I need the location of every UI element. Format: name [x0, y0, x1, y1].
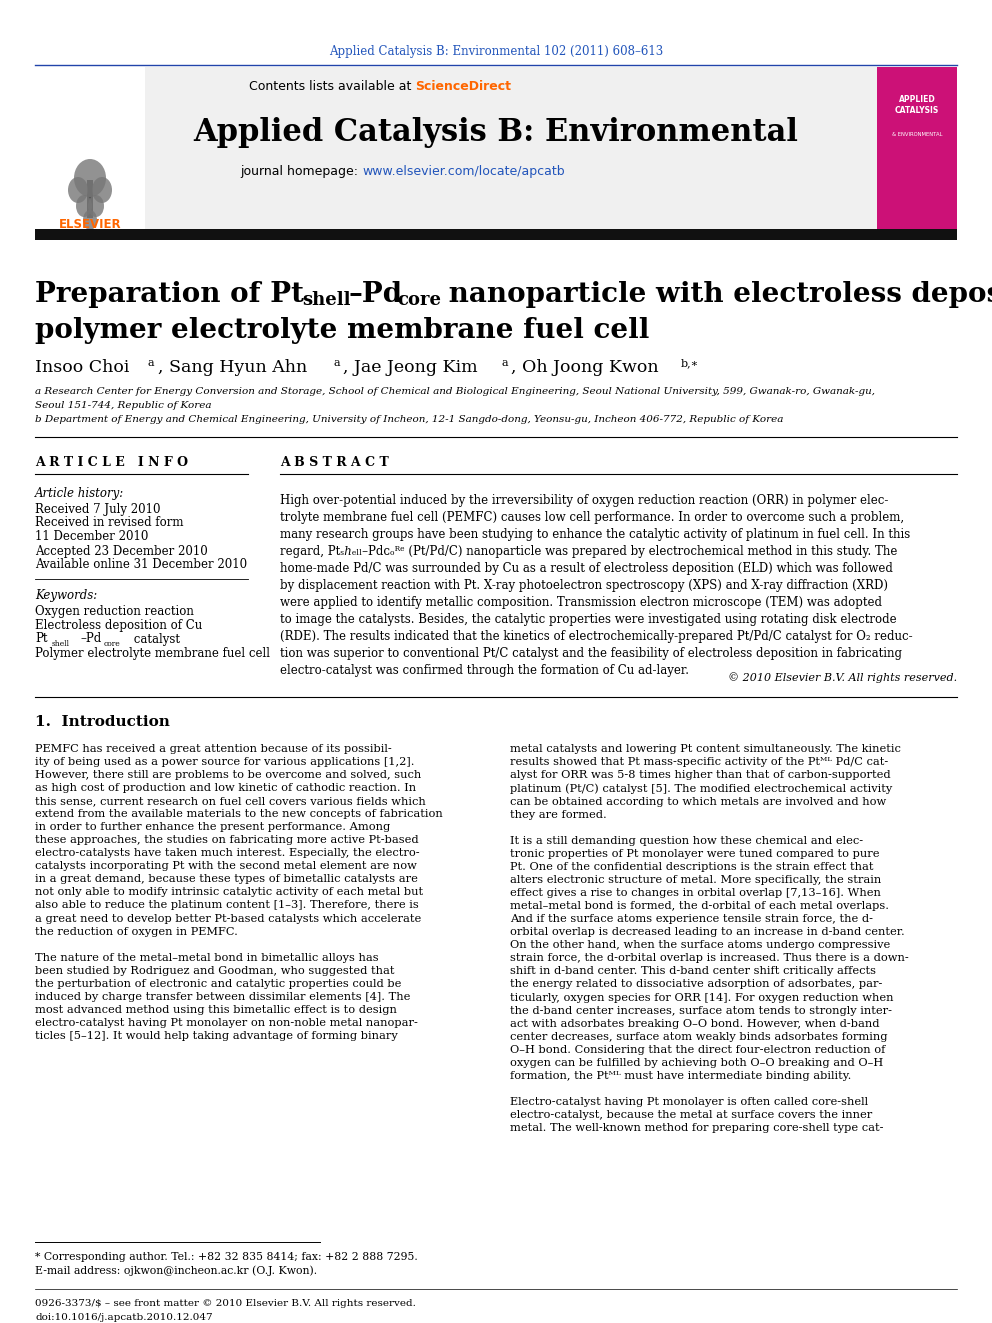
Bar [35, 67, 145, 232]
Text: , Jae Jeong Kim: , Jae Jeong Kim [343, 360, 477, 377]
Text: Polymer electrolyte membrane fuel cell: Polymer electrolyte membrane fuel cell [35, 647, 270, 659]
Text: Seoul 151-744, Republic of Korea: Seoul 151-744, Republic of Korea [35, 401, 211, 410]
Bar [87, 180, 93, 218]
Text: Applied Catalysis B: Environmental 102 (2011) 608–613: Applied Catalysis B: Environmental 102 (… [329, 45, 663, 58]
Text: Received in revised form: Received in revised form [35, 516, 184, 529]
Ellipse shape [92, 177, 112, 202]
Text: b,∗: b,∗ [681, 359, 699, 368]
Text: a: a [501, 359, 508, 368]
Text: Received 7 July 2010: Received 7 July 2010 [35, 503, 161, 516]
Text: Oxygen reduction reaction: Oxygen reduction reaction [35, 605, 193, 618]
Text: journal homepage:: journal homepage: [240, 164, 362, 177]
Text: a: a [148, 359, 155, 368]
Text: E-mail address: ojkwon@incheon.ac.kr (O.J. Kwon).: E-mail address: ojkwon@incheon.ac.kr (O.… [35, 1266, 317, 1277]
Text: 1.  Introduction: 1. Introduction [35, 714, 170, 729]
Text: Preparation of Pt: Preparation of Pt [35, 282, 304, 308]
Text: a Research Center for Energy Conversion and Storage, School of Chemical and Biol: a Research Center for Energy Conversion … [35, 388, 875, 397]
Text: –Pd: –Pd [80, 632, 101, 646]
Text: doi:10.1016/j.apcatb.2010.12.047: doi:10.1016/j.apcatb.2010.12.047 [35, 1312, 212, 1322]
Text: Available online 31 December 2010: Available online 31 December 2010 [35, 558, 247, 572]
Bar [145, 67, 877, 232]
Bar [877, 67, 957, 232]
Text: shell: shell [52, 640, 70, 648]
Text: Contents lists available at: Contents lists available at [249, 81, 415, 94]
Text: ScienceDirect: ScienceDirect [415, 81, 511, 94]
Text: Article history:: Article history: [35, 487, 124, 500]
Text: A R T I C L E   I N F O: A R T I C L E I N F O [35, 456, 188, 470]
Text: metal catalysts and lowering Pt content simultaneously. The kinetic
results show: metal catalysts and lowering Pt content … [510, 744, 909, 1132]
Text: a: a [333, 359, 339, 368]
Text: Accepted 23 December 2010: Accepted 23 December 2010 [35, 545, 207, 557]
Text: Keywords:: Keywords: [35, 590, 97, 602]
Text: Applied Catalysis B: Environmental: Applied Catalysis B: Environmental [193, 118, 799, 148]
Ellipse shape [68, 177, 88, 202]
Text: © 2010 Elsevier B.V. All rights reserved.: © 2010 Elsevier B.V. All rights reserved… [728, 672, 957, 684]
Text: core: core [104, 640, 121, 648]
Text: b Department of Energy and Chemical Engineering, University of Incheon, 12-1 San: b Department of Energy and Chemical Engi… [35, 415, 784, 425]
Text: Insoo Choi: Insoo Choi [35, 360, 129, 377]
Text: High over-potential induced by the irreversibility of oxygen reduction reaction : High over-potential induced by the irrev… [280, 493, 913, 677]
Text: * Corresponding author. Tel.: +82 32 835 8414; fax: +82 2 888 7295.: * Corresponding author. Tel.: +82 32 835… [35, 1252, 418, 1262]
Ellipse shape [83, 210, 97, 230]
Text: 11 December 2010: 11 December 2010 [35, 531, 149, 544]
Ellipse shape [76, 194, 92, 217]
Text: Pt: Pt [35, 632, 48, 646]
Text: ELSEVIER: ELSEVIER [59, 218, 121, 232]
Ellipse shape [88, 194, 104, 217]
Bar [35, 229, 957, 239]
Text: nanoparticle with electroless deposition of copper for: nanoparticle with electroless deposition… [439, 282, 992, 308]
Text: APPLIED
CATALYSIS: APPLIED CATALYSIS [895, 95, 939, 115]
Text: shell: shell [302, 291, 350, 310]
Text: –Pd: –Pd [348, 282, 402, 308]
Text: & ENVIRONMENTAL: & ENVIRONMENTAL [892, 132, 942, 138]
Text: core: core [397, 291, 441, 310]
Text: Electroless deposition of Cu: Electroless deposition of Cu [35, 618, 202, 631]
Text: PEMFC has received a great attention because of its possibil-
ity of being used : PEMFC has received a great attention bec… [35, 744, 442, 1041]
Text: A B S T R A C T: A B S T R A C T [280, 456, 389, 470]
Text: , Oh Joong Kwon: , Oh Joong Kwon [511, 360, 659, 377]
Text: , Sang Hyun Ahn: , Sang Hyun Ahn [158, 360, 308, 377]
Text: 0926-3373/$ – see front matter © 2010 Elsevier B.V. All rights reserved.: 0926-3373/$ – see front matter © 2010 El… [35, 1298, 416, 1307]
Ellipse shape [74, 159, 106, 197]
Text: www.elsevier.com/locate/apcatb: www.elsevier.com/locate/apcatb [362, 164, 564, 177]
Text: catalyst: catalyst [130, 632, 180, 646]
Text: polymer electrolyte membrane fuel cell: polymer electrolyte membrane fuel cell [35, 316, 650, 344]
